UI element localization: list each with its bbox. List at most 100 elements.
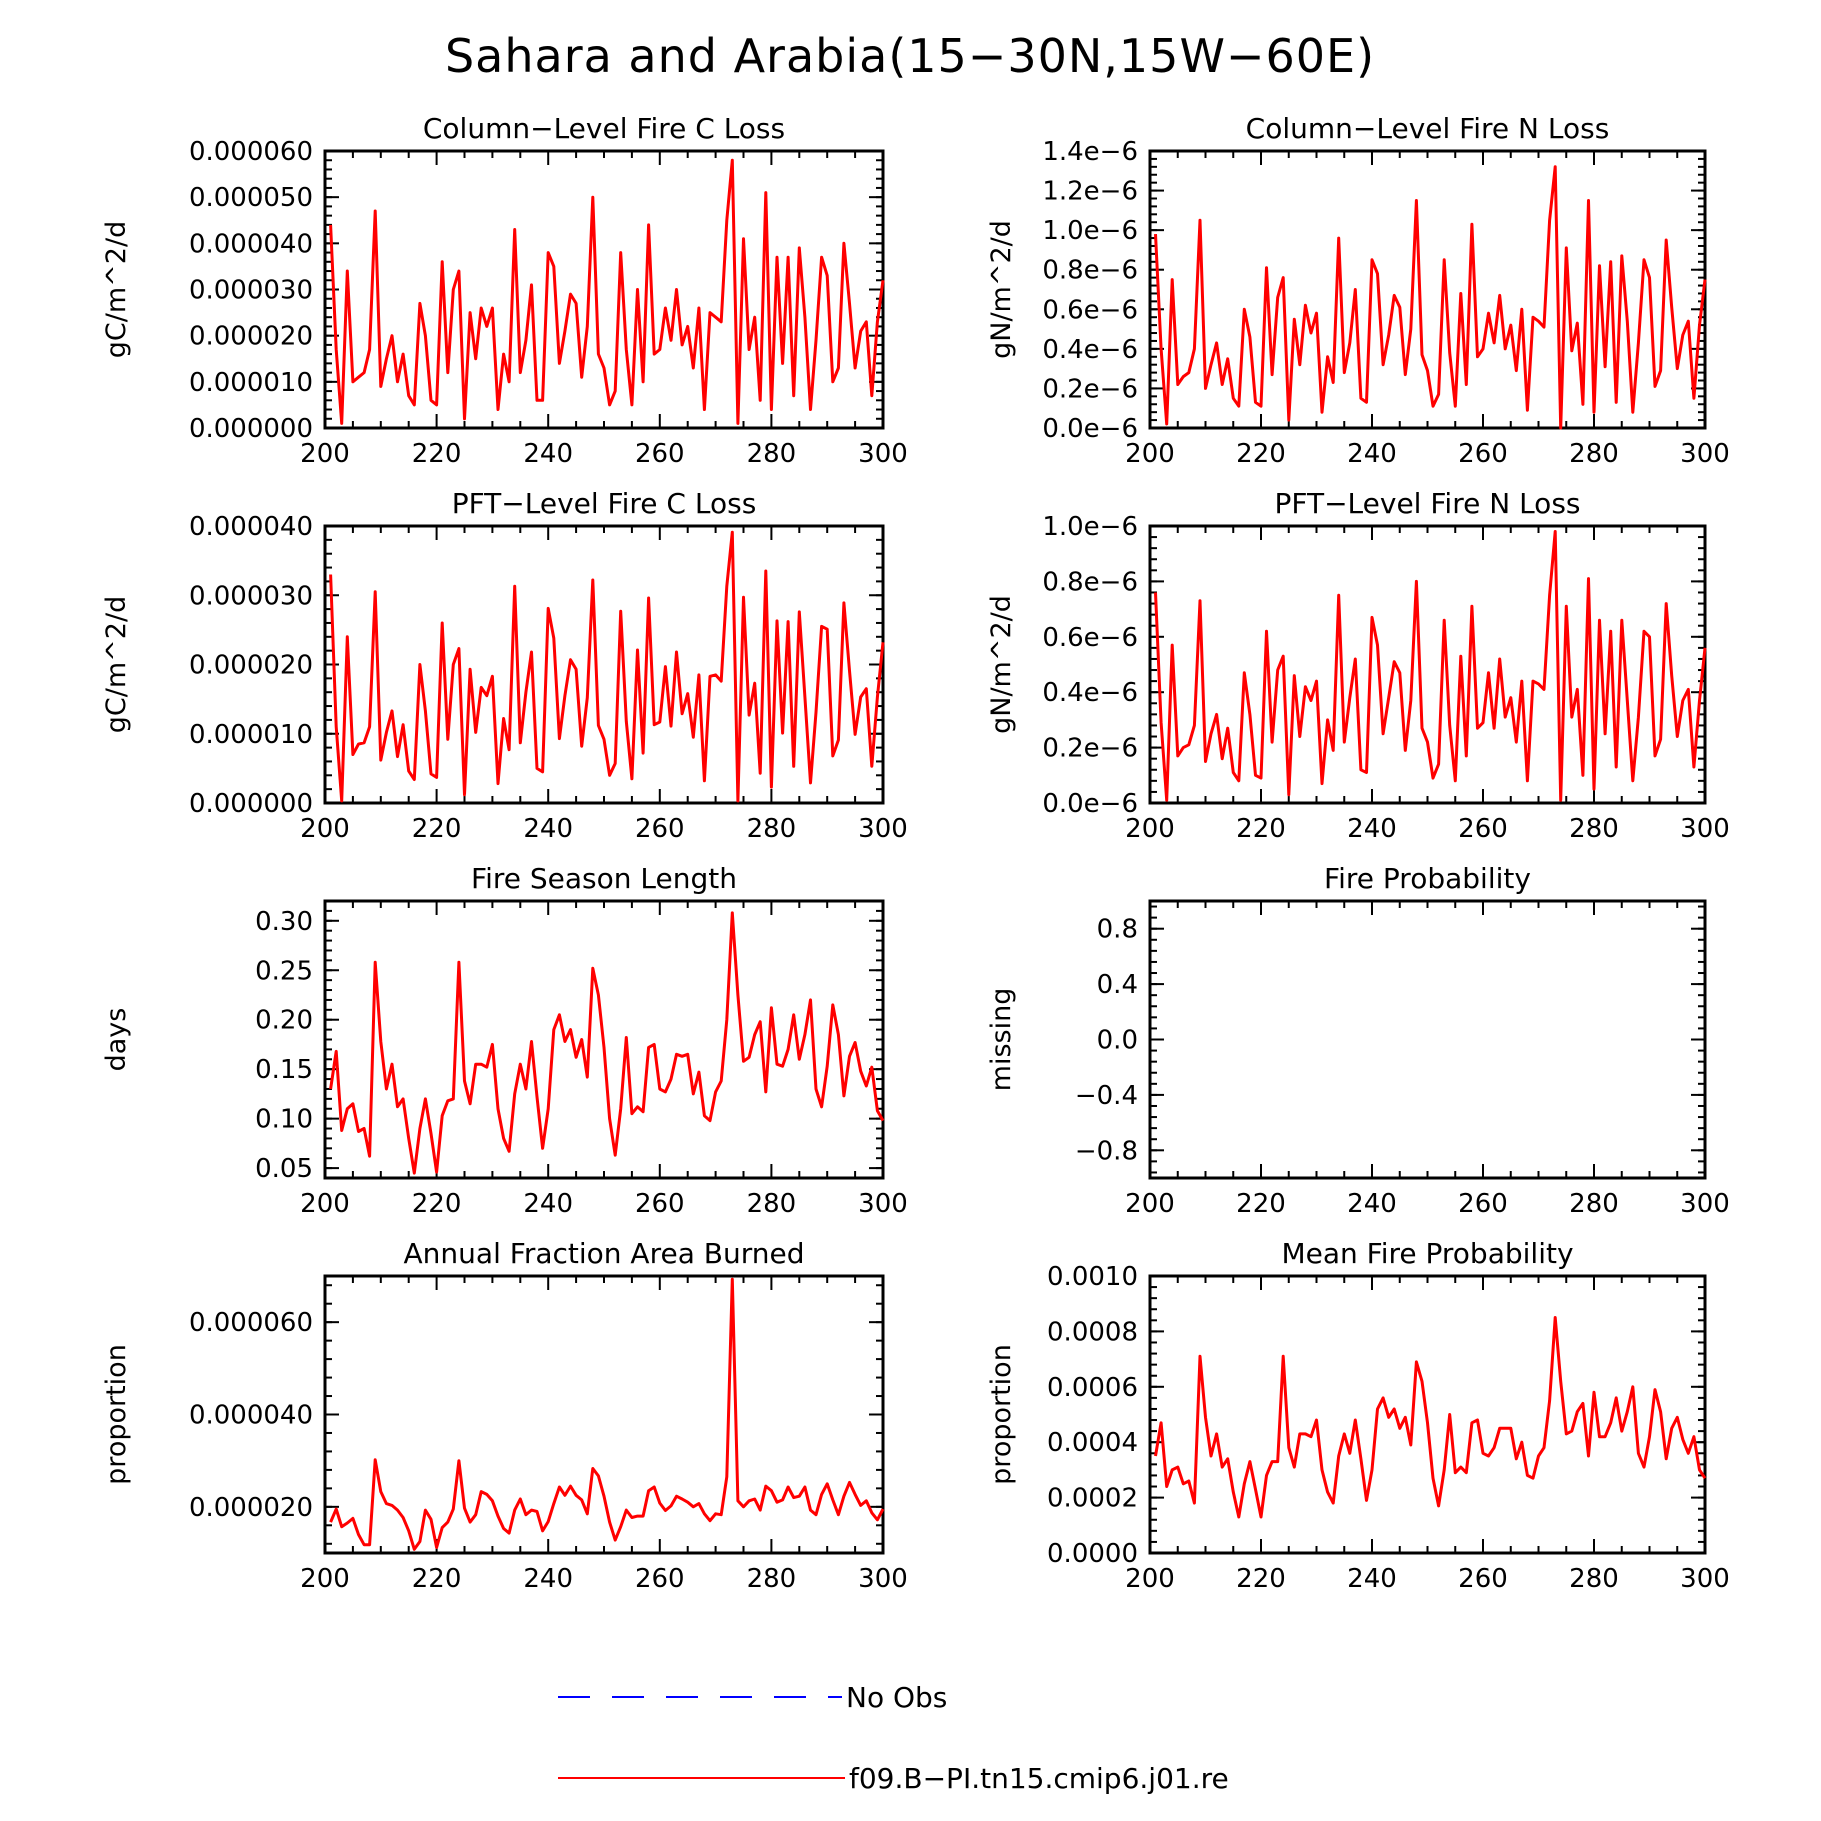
y-tick-label: 0.000040 bbox=[189, 229, 313, 259]
y-tick-label: 0.6e−6 bbox=[1042, 623, 1138, 653]
x-tick-label: 280 bbox=[747, 439, 797, 469]
y-tick-label: 0.000030 bbox=[189, 276, 313, 306]
x-tick-label: 220 bbox=[412, 1564, 462, 1594]
y-tick-label: 0.0006 bbox=[1047, 1373, 1138, 1403]
y-tick-label: 0.000010 bbox=[189, 720, 313, 750]
legend-label-model: f09.B−PI.tn15.cmip6.j01.re bbox=[849, 1762, 1229, 1795]
y-tick-label: 0.8e−6 bbox=[1042, 567, 1138, 597]
panel-3: PFT−Level Fire N Loss gN/m^2/d 200 220 240 26… bbox=[986, 487, 1730, 844]
y-tick-label: 1.2e−6 bbox=[1042, 177, 1138, 207]
y-tick-label: 0.000040 bbox=[189, 512, 313, 542]
series-points bbox=[330, 1279, 884, 1550]
x-tick-label: 200 bbox=[300, 814, 350, 844]
y-tick-label: 0.000060 bbox=[189, 137, 313, 167]
y-tick-label: 0.0e−6 bbox=[1042, 414, 1138, 444]
y-axis-label: gN/m^2/d bbox=[986, 220, 1017, 359]
y-tick-label: 0.0002 bbox=[1047, 1484, 1138, 1514]
y-tick-label: 0.30 bbox=[255, 907, 313, 937]
x-tick-label: 260 bbox=[635, 814, 685, 844]
x-tick-label: 240 bbox=[1347, 1189, 1397, 1219]
x-tick-label: 280 bbox=[747, 1564, 797, 1594]
y-tick-label: 0.2e−6 bbox=[1042, 374, 1138, 404]
panel-title: Fire Probability bbox=[1324, 862, 1531, 895]
x-tick-label: 220 bbox=[1236, 439, 1286, 469]
series-line-0 bbox=[329, 911, 885, 1175]
legend-label-no-obs: No Obs bbox=[846, 1681, 947, 1714]
panel-title: PFT−Level Fire C Loss bbox=[452, 487, 757, 520]
x-tick-label: 300 bbox=[858, 1189, 908, 1219]
x-tick-label: 260 bbox=[635, 439, 685, 469]
series-points bbox=[330, 160, 884, 424]
x-tick-label: 260 bbox=[1458, 439, 1508, 469]
x-tick-label: 300 bbox=[1680, 439, 1730, 469]
y-tick-label: 0.20 bbox=[255, 1006, 313, 1036]
panel-1: Column−Level Fire N Loss gN/m^2/d 200 220 24… bbox=[986, 112, 1730, 469]
y-tick-label: 0.0e−6 bbox=[1042, 789, 1138, 819]
y-tick-label: 0.6e−6 bbox=[1042, 295, 1138, 325]
y-tick-label: −0.8 bbox=[1075, 1136, 1138, 1166]
x-tick-label: 200 bbox=[1125, 814, 1175, 844]
y-axis-label: gN/m^2/d bbox=[986, 595, 1017, 734]
panel-6: Annual Fraction Area Burned proportion 200… bbox=[101, 1237, 908, 1594]
x-tick-label: 200 bbox=[300, 1189, 350, 1219]
y-tick-label: 0.000030 bbox=[189, 581, 313, 611]
y-axis-label: proportion bbox=[986, 1344, 1017, 1485]
x-tick-label: 300 bbox=[1680, 814, 1730, 844]
y-tick-label: 0.0 bbox=[1097, 1026, 1138, 1056]
y-tick-label: 0.000020 bbox=[189, 651, 313, 681]
x-tick-label: 300 bbox=[858, 439, 908, 469]
y-tick-label: 0.0008 bbox=[1047, 1317, 1138, 1347]
x-tick-label: 280 bbox=[747, 1189, 797, 1219]
x-tick-label: 240 bbox=[523, 439, 573, 469]
x-tick-label: 280 bbox=[1569, 439, 1619, 469]
x-tick-label: 280 bbox=[747, 814, 797, 844]
figure-title: Sahara and Arabia(15−30N,15W−60E) bbox=[445, 29, 1375, 83]
x-tick-label: 220 bbox=[1236, 814, 1286, 844]
y-tick-label: 0.000040 bbox=[189, 1401, 313, 1431]
y-tick-label: 0.15 bbox=[255, 1055, 313, 1085]
y-tick-label: 0.8 bbox=[1097, 915, 1138, 945]
y-tick-label: 0.0010 bbox=[1047, 1262, 1138, 1292]
y-tick-label: 0.000020 bbox=[189, 322, 313, 352]
series-points bbox=[330, 532, 884, 802]
series-line-0 bbox=[329, 1277, 885, 1551]
y-tick-label: 0.000020 bbox=[189, 1493, 313, 1523]
y-tick-label: 0.000010 bbox=[189, 368, 313, 398]
x-tick-label: 260 bbox=[1458, 814, 1508, 844]
x-tick-label: 240 bbox=[523, 1564, 573, 1594]
y-tick-label: 0.000050 bbox=[189, 183, 313, 213]
x-tick-label: 220 bbox=[412, 439, 462, 469]
series-line-0 bbox=[1154, 1316, 1707, 1519]
y-axis-label: missing bbox=[986, 988, 1017, 1092]
series-line-0 bbox=[329, 158, 885, 425]
x-tick-label: 200 bbox=[300, 1564, 350, 1594]
x-tick-label: 240 bbox=[523, 814, 573, 844]
panel-7: Mean Fire Probability proportion 200 220 240… bbox=[986, 1237, 1730, 1594]
y-tick-label: 0.000000 bbox=[189, 414, 313, 444]
y-axis-label: days bbox=[101, 1008, 132, 1072]
y-axis-label: gC/m^2/d bbox=[101, 596, 132, 733]
x-tick-label: 200 bbox=[1125, 439, 1175, 469]
series-line-0 bbox=[1154, 530, 1707, 802]
panel-2: PFT−Level Fire C Loss gC/m^2/d 200 220 240 26… bbox=[101, 487, 908, 844]
x-tick-label: 240 bbox=[1347, 1564, 1397, 1594]
x-tick-label: 220 bbox=[1236, 1189, 1286, 1219]
y-axis-label: proportion bbox=[101, 1344, 132, 1485]
y-tick-label: 0.4e−6 bbox=[1042, 678, 1138, 708]
y-tick-label: 1.0e−6 bbox=[1042, 512, 1138, 542]
panel-4: Fire Season Length days 200 220 240 260 280 300… bbox=[101, 862, 908, 1219]
panel-title: Column−Level Fire C Loss bbox=[423, 112, 785, 145]
series-line-0 bbox=[329, 530, 885, 803]
panel-title: Mean Fire Probability bbox=[1281, 1237, 1573, 1270]
y-tick-label: 0.4 bbox=[1097, 970, 1138, 1000]
panel-title: Annual Fraction Area Burned bbox=[404, 1237, 805, 1270]
x-tick-label: 240 bbox=[1347, 814, 1397, 844]
x-tick-label: 280 bbox=[1569, 814, 1619, 844]
x-tick-label: 300 bbox=[1680, 1189, 1730, 1219]
x-tick-label: 220 bbox=[1236, 1564, 1286, 1594]
y-tick-label: 0.0004 bbox=[1047, 1428, 1138, 1458]
y-tick-label: 1.0e−6 bbox=[1042, 216, 1138, 246]
series-points bbox=[1155, 1317, 1706, 1518]
x-tick-label: 240 bbox=[1347, 439, 1397, 469]
